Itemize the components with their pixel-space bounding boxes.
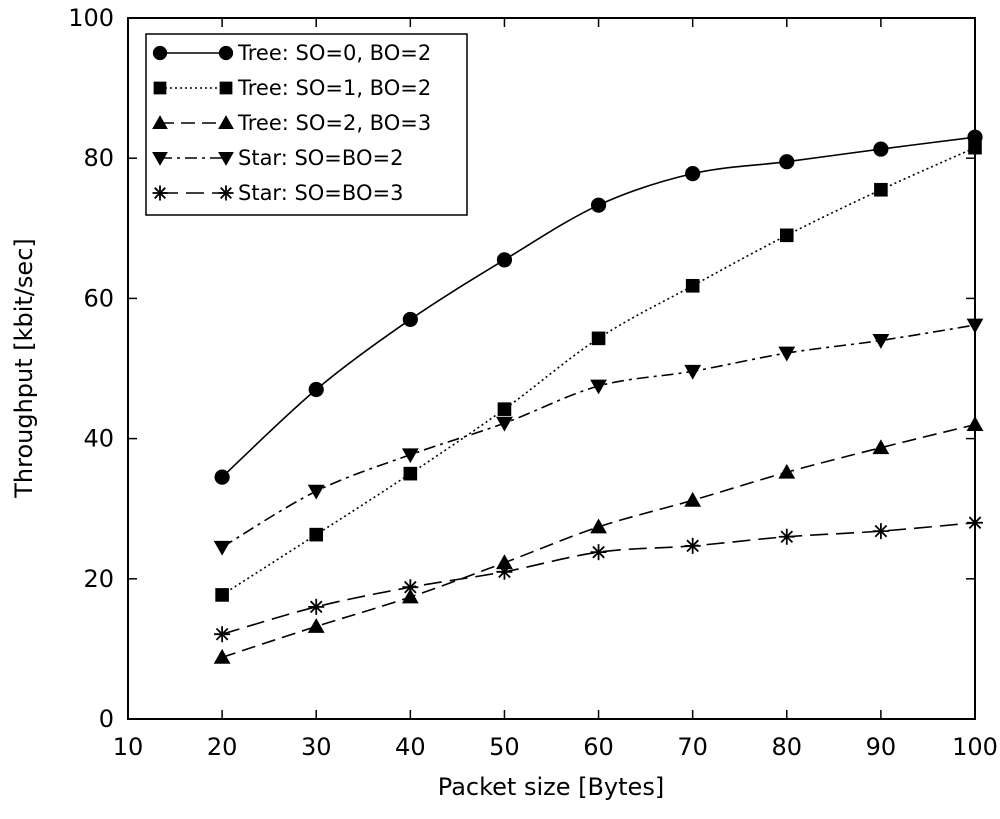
data-point — [496, 563, 513, 580]
legend-entry: Star: SO=BO=2 — [152, 146, 403, 170]
data-point — [403, 466, 418, 481]
x-axis-label: Packet size [Bytes] — [438, 773, 664, 801]
data-point — [873, 141, 889, 157]
series-line — [221, 423, 976, 659]
data-point — [685, 166, 701, 182]
legend-marker — [152, 115, 168, 129]
y-tick-label: 100 — [68, 4, 114, 32]
data-point — [496, 554, 513, 570]
legend-box — [145, 33, 468, 216]
data-point — [402, 579, 419, 596]
x-tick-label: 70 — [677, 733, 708, 761]
series-3 — [213, 416, 984, 664]
x-tick-label: 40 — [395, 733, 426, 761]
data-point — [590, 379, 607, 395]
series-4 — [213, 318, 984, 556]
data-point — [872, 523, 889, 540]
legend-entry: Tree: SO=0, BO=2 — [152, 41, 431, 65]
legend-marker — [218, 152, 234, 166]
legend: Tree: SO=0, BO=2 Tree: SO=1, BO=2 Tree: SO… — [145, 33, 468, 216]
data-point — [401, 448, 419, 464]
legend-label: Star: SO=BO=2 — [238, 146, 403, 170]
axis-ticks: 10 20 30 40 50 60 70 80 90 100 0 20 40 60 80 100 — [68, 4, 998, 761]
legend-entry: Tree: SO=2, BO=3 — [152, 111, 431, 135]
data-point — [684, 537, 701, 554]
x-tick-label: 90 — [866, 733, 897, 761]
legend-label: Tree: SO=2, BO=3 — [237, 111, 431, 135]
data-point — [496, 416, 513, 432]
data-point — [872, 334, 890, 349]
data-point — [590, 544, 607, 561]
data-point — [213, 540, 231, 556]
data-point — [591, 331, 606, 346]
series-1 — [214, 129, 983, 485]
legend-marker — [218, 185, 234, 201]
y-tick-label: 60 — [83, 284, 114, 312]
data-point — [872, 439, 890, 455]
data-point — [215, 588, 229, 602]
x-tick-label: 20 — [207, 733, 238, 761]
legend-label: Tree: SO=0, BO=2 — [237, 41, 431, 65]
legend-marker — [218, 115, 234, 129]
y-tick-label: 20 — [83, 565, 114, 593]
legend-entry: Star: SO=BO=3 — [152, 181, 403, 205]
series-line — [221, 324, 976, 548]
y-tick-label: 40 — [83, 425, 114, 453]
data-point — [307, 484, 325, 500]
data-point — [401, 588, 419, 604]
data-point — [966, 318, 984, 334]
data-point — [967, 514, 983, 531]
data-point — [684, 491, 702, 507]
data-point — [496, 252, 513, 268]
y-tick-label: 80 — [83, 144, 114, 172]
data-point — [685, 278, 700, 293]
data-point — [309, 527, 324, 542]
y-tick-label: 0 — [99, 705, 114, 733]
x-tick-label: 60 — [583, 733, 614, 761]
x-tick-label: 50 — [489, 733, 520, 761]
data-point — [402, 311, 418, 328]
data-point — [968, 140, 982, 155]
series-2 — [215, 140, 982, 602]
data-point — [308, 381, 324, 398]
data-point — [590, 518, 607, 534]
x-tick-label: 80 — [772, 733, 803, 761]
data-point — [779, 228, 794, 243]
series-layer — [213, 129, 984, 664]
x-tick-label: 100 — [952, 733, 998, 761]
data-point — [497, 402, 512, 416]
legend-label: Tree: SO=1, BO=2 — [237, 76, 431, 100]
legend-marker — [153, 81, 167, 95]
series-line — [221, 521, 976, 635]
data-point — [874, 182, 888, 197]
data-point — [684, 364, 702, 380]
legend-marker — [152, 185, 168, 201]
data-point — [214, 469, 230, 485]
legend-label: Star: SO=BO=3 — [238, 181, 403, 205]
legend-marker — [218, 45, 234, 61]
x-tick-label: 30 — [301, 733, 332, 761]
data-point — [308, 598, 325, 615]
data-point — [213, 648, 231, 664]
series-line — [221, 136, 976, 478]
plot-frame — [127, 17, 976, 720]
legend-entry: Tree: SO=1, BO=2 — [153, 76, 431, 100]
series-5 — [214, 514, 983, 643]
data-point — [778, 528, 795, 545]
data-point — [307, 618, 325, 633]
data-point — [590, 197, 607, 213]
y-axis-label: Throughput [kbit/sec] — [10, 238, 38, 499]
data-point — [779, 154, 795, 170]
data-point — [778, 346, 796, 362]
x-tick-label: 10 — [113, 733, 144, 761]
legend-marker — [152, 152, 168, 166]
data-point — [778, 463, 796, 479]
legend-marker — [152, 45, 168, 61]
legend-marker — [219, 81, 233, 95]
data-point — [214, 626, 231, 643]
data-point — [966, 416, 984, 431]
